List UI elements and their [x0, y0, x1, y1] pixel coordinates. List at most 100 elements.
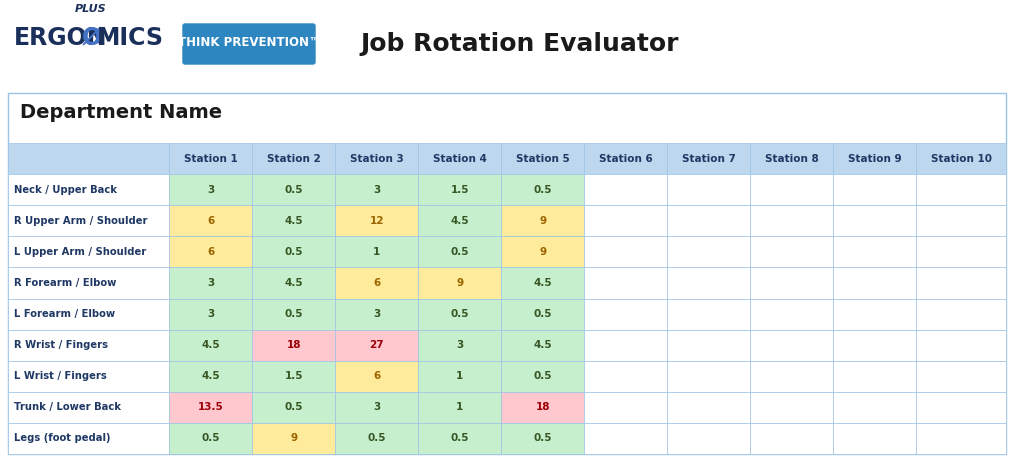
Bar [917, 205, 1006, 236]
Bar [418, 423, 501, 454]
Bar [501, 174, 584, 205]
Text: 3: 3 [207, 278, 214, 288]
Bar [8, 423, 169, 454]
Bar [917, 143, 1006, 174]
Text: 0.5: 0.5 [284, 309, 303, 319]
Text: Ø: Ø [82, 26, 102, 50]
Text: 3: 3 [373, 402, 380, 413]
Text: Station 2: Station 2 [267, 153, 320, 164]
Bar [336, 361, 418, 392]
Bar [336, 174, 418, 205]
Bar [584, 267, 667, 298]
Bar [252, 236, 336, 267]
Bar [667, 236, 750, 267]
Text: 0.5: 0.5 [533, 185, 552, 195]
Bar [336, 205, 418, 236]
Bar [667, 423, 750, 454]
Bar [584, 298, 667, 329]
Text: MICS: MICS [97, 26, 164, 50]
Text: Station 6: Station 6 [599, 153, 653, 164]
Text: 9: 9 [539, 247, 547, 257]
Bar [418, 392, 501, 423]
Text: 0.5: 0.5 [533, 371, 552, 381]
Bar [418, 361, 501, 392]
Bar [584, 174, 667, 205]
Bar [917, 174, 1006, 205]
Bar [584, 392, 667, 423]
Text: Station 8: Station 8 [765, 153, 818, 164]
Bar [834, 329, 917, 361]
Bar [834, 267, 917, 298]
Bar [917, 423, 1006, 454]
Bar [584, 205, 667, 236]
Text: Job Rotation Evaluator: Job Rotation Evaluator [360, 32, 678, 56]
Text: R Forearm / Elbow: R Forearm / Elbow [14, 278, 117, 288]
Text: 9: 9 [539, 216, 547, 226]
Bar [336, 298, 418, 329]
Bar [750, 392, 834, 423]
Text: Trunk / Lower Back: Trunk / Lower Back [14, 402, 121, 413]
Bar [750, 174, 834, 205]
Text: 18: 18 [535, 402, 550, 413]
Text: 1: 1 [456, 402, 463, 413]
Bar [584, 423, 667, 454]
Bar [336, 267, 418, 298]
Bar [750, 423, 834, 454]
Text: 0.5: 0.5 [367, 433, 386, 444]
Bar [501, 298, 584, 329]
Bar [336, 329, 418, 361]
Bar [252, 361, 336, 392]
Bar [584, 329, 667, 361]
Bar [169, 298, 252, 329]
Text: R Wrist / Fingers: R Wrist / Fingers [14, 340, 108, 350]
Text: Neck / Upper Back: Neck / Upper Back [14, 185, 117, 195]
Bar [834, 205, 917, 236]
Text: 4.5: 4.5 [284, 278, 303, 288]
Text: Department Name: Department Name [20, 103, 222, 122]
Bar [336, 392, 418, 423]
Bar [834, 423, 917, 454]
Bar [8, 298, 169, 329]
Bar [418, 174, 501, 205]
Bar [667, 205, 750, 236]
Bar [418, 298, 501, 329]
Text: 4.5: 4.5 [450, 216, 468, 226]
Bar [584, 143, 667, 174]
Bar [834, 392, 917, 423]
Bar [252, 329, 336, 361]
Text: 0.5: 0.5 [202, 433, 220, 444]
Text: 1.5: 1.5 [284, 371, 303, 381]
Bar [834, 174, 917, 205]
Bar [584, 361, 667, 392]
Bar [8, 267, 169, 298]
Bar [834, 236, 917, 267]
Text: 6: 6 [207, 247, 214, 257]
Text: 0.5: 0.5 [284, 402, 303, 413]
Bar [501, 267, 584, 298]
Bar [336, 423, 418, 454]
Text: 6: 6 [207, 216, 214, 226]
Text: 4.5: 4.5 [202, 340, 220, 350]
Bar [418, 236, 501, 267]
Bar [667, 174, 750, 205]
Bar [917, 392, 1006, 423]
Bar [501, 205, 584, 236]
Text: 3: 3 [373, 185, 380, 195]
Bar [917, 329, 1006, 361]
Text: Station 10: Station 10 [931, 153, 992, 164]
Bar [169, 267, 252, 298]
Text: 1: 1 [373, 247, 380, 257]
Text: 1.5: 1.5 [450, 185, 468, 195]
Bar [667, 361, 750, 392]
Text: 3: 3 [207, 309, 214, 319]
Bar [834, 143, 917, 174]
Bar [418, 267, 501, 298]
Bar [667, 267, 750, 298]
Text: Legs (foot pedal): Legs (foot pedal) [14, 433, 111, 444]
Bar [917, 236, 1006, 267]
Text: Station 7: Station 7 [681, 153, 735, 164]
Text: Station 4: Station 4 [433, 153, 487, 164]
Bar [169, 205, 252, 236]
Text: 0.5: 0.5 [450, 433, 468, 444]
Bar [169, 143, 252, 174]
